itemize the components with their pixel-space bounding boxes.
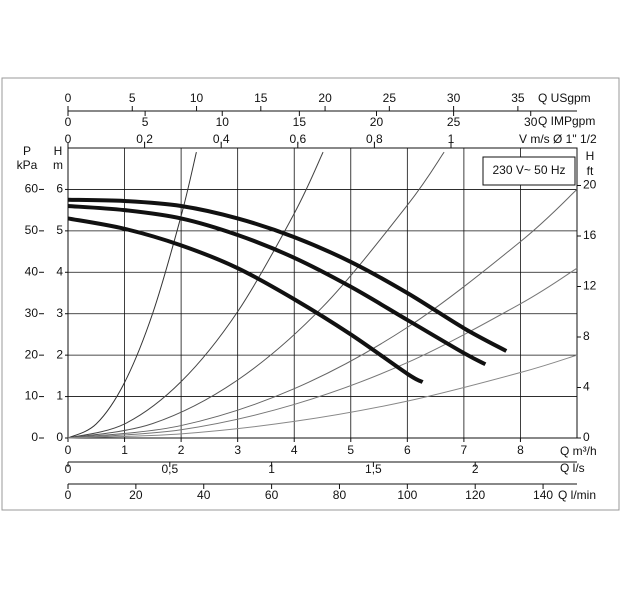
x-tick-label: 7: [461, 443, 468, 457]
y2-tick-label: 16: [583, 228, 597, 242]
axis-tick-label: 30: [524, 115, 538, 129]
x-tick-label: 4: [291, 443, 298, 457]
system-curve: [67, 151, 445, 439]
axis-tick-label: 0: [65, 91, 72, 105]
bottom-axis-label: Q l/min: [558, 488, 596, 502]
pressure-tick-label: 20: [25, 347, 39, 361]
x-tick-label: 0: [65, 443, 72, 457]
x-tick-label: 6: [404, 443, 411, 457]
axis-tick-label: 20: [370, 115, 384, 129]
y-tick-label: 1: [56, 389, 63, 403]
axis-tick-label: 0,2: [136, 132, 153, 146]
y-tick-label: 2: [56, 347, 63, 361]
label-box: [482, 156, 576, 186]
label-box-text: 230 V~ 50 Hz: [492, 163, 565, 177]
axis-tick-label: 1: [448, 132, 455, 146]
y-unit: m: [53, 158, 63, 172]
axis-tick-label: 0,5: [161, 462, 178, 476]
pressure-tick-label: 50: [25, 223, 39, 237]
y2-tick-label: 8: [583, 329, 590, 343]
plot-area: [67, 147, 578, 439]
bottom-axis-label: Q l/s: [560, 461, 585, 475]
system-curve: [67, 151, 324, 439]
axis-tick-label: 15: [293, 115, 307, 129]
x-tick-label: 8: [517, 443, 524, 457]
axis-tick-label: 0: [65, 115, 72, 129]
axis-tick-label: 5: [129, 91, 136, 105]
y-tick-label: 6: [56, 182, 63, 196]
system-curve: [67, 267, 578, 439]
axis-tick-label: 10: [190, 91, 204, 105]
axis-tick-label: 35: [511, 91, 525, 105]
system-curve: [67, 354, 578, 439]
axis-tick-label: 0: [65, 462, 72, 476]
axis-tick-label: 2: [472, 462, 479, 476]
y2-unit: ft: [587, 164, 594, 178]
y2-tick-label: 20: [583, 178, 597, 192]
axis-tick-label: 25: [447, 115, 461, 129]
pump-curve: [67, 204, 487, 367]
axis-tick-label: 1: [268, 462, 275, 476]
y-tick-label: 5: [56, 223, 63, 237]
axis-tick-label: 80: [333, 488, 347, 502]
axis-tick-label: 20: [318, 91, 332, 105]
pressure-label: P: [23, 144, 31, 158]
axis-tick-label: 0,4: [213, 132, 230, 146]
axis-tick-label: 120: [465, 488, 485, 502]
axis-tick-label: 10: [216, 115, 230, 129]
axis-tick-label: 100: [397, 488, 417, 502]
pump-curve: [67, 216, 424, 384]
pressure-tick-label: 60: [25, 182, 39, 196]
y2-tick-label: 4: [583, 380, 590, 394]
axis-tick-label: 0: [65, 132, 72, 146]
y2-tick-label: 12: [583, 279, 597, 293]
pressure-unit: kPa: [17, 158, 38, 172]
top-axis-label: V m/s Ø 1" 1/2: [519, 132, 597, 146]
pressure-tick-label: 0: [31, 430, 38, 444]
axis-tick-label: 30: [447, 91, 461, 105]
pressure-tick-label: 30: [25, 306, 39, 320]
axis-tick-label: 140: [533, 488, 553, 502]
top-axis-label: Q IMPgpm: [538, 114, 595, 128]
axis-tick-label: 40: [197, 488, 211, 502]
y-tick-label: 4: [56, 264, 63, 278]
axis-tick-label: 25: [383, 91, 397, 105]
axis-tick-label: 60: [265, 488, 279, 502]
axis-tick-label: 0,6: [289, 132, 306, 146]
axis-tick-label: 1,5: [365, 462, 382, 476]
pressure-tick-label: 40: [25, 264, 39, 278]
y2-label: H: [586, 149, 595, 163]
x-label: Q m³/h: [560, 444, 597, 458]
axis-tick-label: 5: [142, 115, 149, 129]
y-tick-label: 3: [56, 306, 63, 320]
system-curve: [67, 189, 578, 439]
axis-tick-label: 15: [254, 91, 268, 105]
y-tick-label: 0: [56, 430, 63, 444]
top-axis-label: Q USgpm: [538, 91, 591, 105]
x-tick-label: 5: [347, 443, 354, 457]
pump-curve: [67, 197, 508, 353]
system-curve: [67, 152, 197, 439]
x-tick-label: 2: [178, 443, 185, 457]
pressure-tick-label: 10: [25, 389, 39, 403]
axis-tick-label: 20: [129, 488, 143, 502]
y-label: H: [54, 144, 63, 158]
axis-tick-label: 0: [65, 488, 72, 502]
x-tick-label: 3: [234, 443, 241, 457]
frame: [1, 77, 620, 511]
y2-tick-label: 0: [583, 430, 590, 444]
x-tick-label: 1: [121, 443, 128, 457]
axis-tick-label: 0,8: [366, 132, 383, 146]
